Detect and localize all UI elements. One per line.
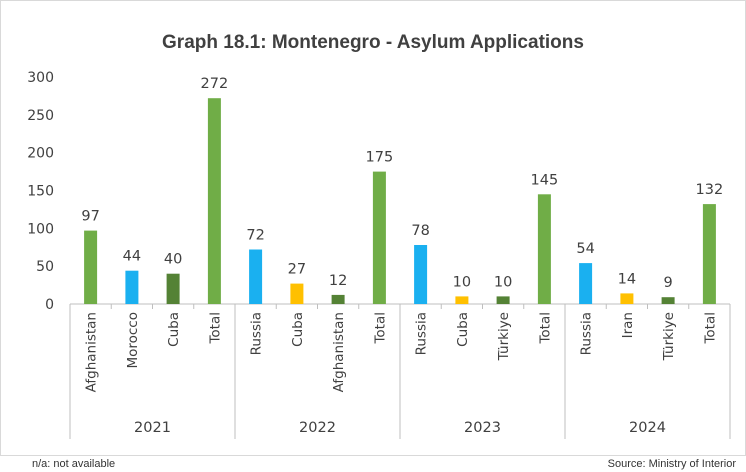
category-label: Afghanistan — [84, 312, 100, 392]
category-label: Afghanistan — [331, 312, 347, 392]
data-label: 78 — [411, 223, 429, 239]
data-label: 12 — [329, 273, 347, 289]
year-label: 2023 — [464, 420, 501, 436]
data-label: 72 — [246, 228, 264, 244]
category-label: Russia — [579, 312, 595, 355]
category-label: Cuba — [455, 312, 471, 347]
category-label: Cuba — [166, 312, 182, 347]
category-label: Russia — [249, 312, 265, 355]
y-tick-label: 200 — [27, 146, 54, 162]
data-label: 145 — [531, 172, 559, 188]
category-label: Cuba — [290, 312, 306, 347]
bar-2023-türkiye — [496, 296, 510, 304]
bar-2024-iran — [620, 293, 634, 304]
category-label: Total — [537, 312, 553, 345]
chart-title: Graph 18.1: Montenegro - Asylum Applicat… — [162, 32, 584, 53]
y-tick-label: 300 — [27, 70, 54, 86]
plot-area: 0 50 100 150 200 250 300 97 Afghanistan 44 Morocco… — [27, 70, 731, 439]
year-label: 2022 — [299, 420, 336, 436]
category-label: Türkiye — [661, 312, 677, 361]
year-label: 2024 — [629, 420, 666, 436]
data-label: 44 — [123, 249, 141, 265]
category-label: Morocco — [125, 312, 141, 369]
year-label: 2021 — [134, 420, 171, 436]
bar-2021-cuba — [166, 273, 180, 304]
bar-2022-cuba — [290, 283, 304, 304]
category-label: Iran — [620, 312, 636, 338]
category-label: Russia — [414, 312, 430, 355]
footnote-not-available: n/a: not available — [32, 458, 116, 470]
data-label: 272 — [201, 76, 229, 92]
bar-2021-total — [207, 98, 221, 304]
data-label: 27 — [288, 262, 306, 278]
y-tick-label: 250 — [27, 108, 54, 124]
bar-2023-russia — [414, 245, 428, 304]
y-tick-label: 100 — [27, 221, 54, 237]
asylum-applications-chart: Graph 18.1: Montenegro - Asylum Applicat… — [27, 32, 731, 439]
bar-2022-afghanistan — [331, 294, 345, 304]
bar-2022-russia — [249, 249, 263, 304]
data-label: 54 — [576, 241, 594, 257]
bar-2024-russia — [579, 263, 593, 304]
data-label: 132 — [696, 182, 724, 198]
footnote-source: Source: Ministry of Interior — [607, 458, 736, 470]
bar-2021-morocco — [125, 270, 139, 304]
y-tick-label: 0 — [45, 297, 54, 313]
data-label: 9 — [663, 275, 672, 291]
data-label: 175 — [366, 150, 394, 166]
y-tick-label: 50 — [36, 259, 54, 275]
bar-2021-afghanistan — [84, 230, 98, 304]
data-label: 10 — [453, 274, 471, 290]
bar-2023-total — [537, 194, 551, 304]
data-label: 97 — [81, 209, 99, 225]
bar-2023-cuba — [455, 296, 469, 304]
data-label: 40 — [164, 252, 182, 268]
data-label: 10 — [494, 274, 512, 290]
bar-2022-total — [372, 171, 386, 304]
category-label: Türkiye — [496, 312, 512, 361]
bar-2024-total — [702, 204, 716, 304]
bar-2024-türkiye — [661, 297, 675, 304]
category-label: Total — [207, 312, 223, 345]
category-label: Total — [372, 312, 388, 345]
category-label: Total — [702, 312, 718, 345]
data-label: 14 — [618, 271, 636, 287]
chart-frame: Graph 18.1: Montenegro - Asylum Applicat… — [0, 0, 746, 456]
y-tick-label: 150 — [27, 184, 54, 200]
